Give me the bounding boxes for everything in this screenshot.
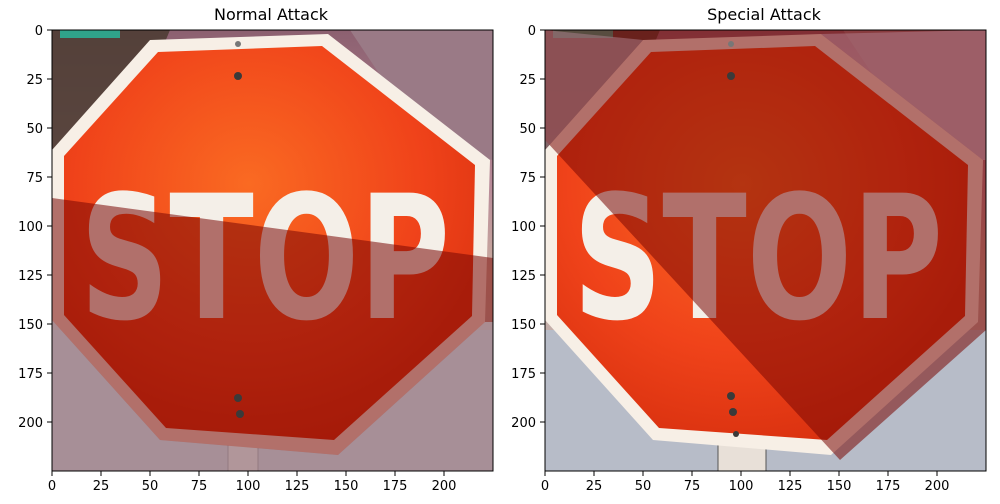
x-axis: 0 25 50 75 100 125 150 175 200	[48, 471, 457, 494]
panel-special-attack: Special Attack STOP	[511, 5, 987, 494]
x-tick-label: 75	[191, 479, 208, 494]
x-tick-label: 125	[285, 479, 310, 494]
x-tick-label: 0	[541, 479, 549, 494]
x-tick-label: 125	[778, 479, 803, 494]
y-tick-label: 25	[26, 73, 43, 88]
stop-sign-image: STOP	[545, 30, 986, 471]
x-tick-label: 100	[729, 479, 754, 494]
y-tick-label: 100	[511, 220, 536, 235]
y-tick-label: 200	[511, 416, 536, 431]
x-tick-label: 50	[142, 479, 159, 494]
x-tick-label: 100	[236, 479, 261, 494]
y-tick-label: 150	[511, 318, 536, 333]
y-tick-label: 50	[26, 122, 43, 137]
y-tick-label: 50	[519, 122, 536, 137]
y-tick-label: 125	[511, 269, 536, 284]
y-tick-label: 125	[18, 269, 43, 284]
x-tick-label: 175	[383, 479, 408, 494]
y-tick-label: 0	[35, 24, 43, 39]
y-axis: 0 25 50 75 100 125 150 175 200	[511, 24, 545, 431]
y-tick-label: 150	[18, 318, 43, 333]
y-tick-label: 75	[26, 171, 43, 186]
x-axis: 0 25 50 75 100 125 150 175 200	[541, 471, 950, 494]
x-tick-label: 175	[876, 479, 901, 494]
y-axis: 0 25 50 75 100 125 150 175 200	[18, 24, 52, 431]
x-tick-label: 200	[432, 479, 457, 494]
panel-normal-attack: Normal Attack STOP	[18, 5, 494, 494]
x-tick-label: 25	[586, 479, 603, 494]
panel-title: Special Attack	[707, 5, 822, 24]
x-tick-label: 200	[925, 479, 950, 494]
x-tick-label: 25	[93, 479, 110, 494]
panel-title: Normal Attack	[214, 5, 329, 24]
y-tick-label: 175	[18, 367, 43, 382]
y-tick-label: 100	[18, 220, 43, 235]
y-tick-label: 0	[528, 24, 536, 39]
x-tick-label: 75	[684, 479, 701, 494]
y-tick-label: 175	[511, 367, 536, 382]
x-tick-label: 150	[827, 479, 852, 494]
y-tick-label: 25	[519, 73, 536, 88]
x-tick-label: 50	[635, 479, 652, 494]
y-tick-label: 200	[18, 416, 43, 431]
x-tick-label: 0	[48, 479, 56, 494]
x-tick-label: 150	[334, 479, 359, 494]
y-tick-label: 75	[519, 171, 536, 186]
stop-sign-image: STOP	[52, 30, 493, 471]
